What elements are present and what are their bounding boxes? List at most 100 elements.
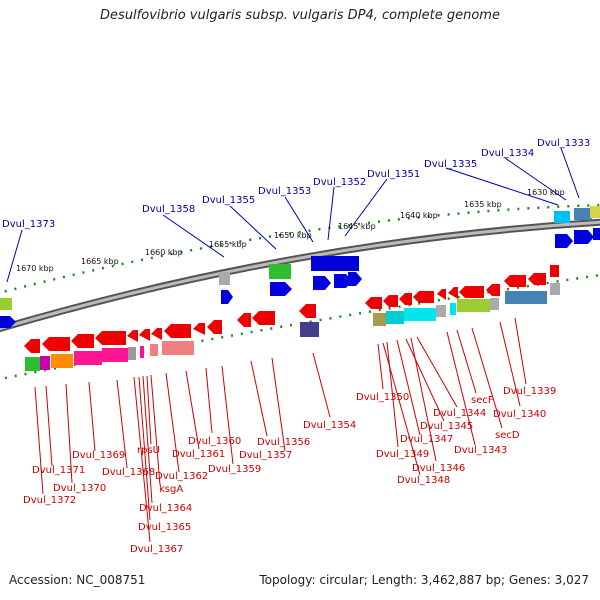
gene-label[interactable]: Dvul_1340 xyxy=(493,409,546,420)
gene-label[interactable]: Dvul_1352 xyxy=(313,177,366,188)
gene-label[interactable]: Dvul_1351 xyxy=(367,169,420,180)
gene-arrow xyxy=(127,330,138,342)
gene-block xyxy=(550,283,560,295)
gene-arrow xyxy=(504,275,526,287)
gene-arrow xyxy=(437,289,446,300)
gene-arrow xyxy=(164,324,191,338)
gene-block xyxy=(554,211,570,223)
gene-label[interactable]: Dvul_1345 xyxy=(420,421,473,432)
gene-arrow xyxy=(24,339,40,353)
gene-label[interactable]: rpsU xyxy=(137,445,160,456)
gene-block xyxy=(436,305,446,317)
gene-block xyxy=(593,228,600,240)
gene-block xyxy=(219,272,230,285)
gene-label[interactable]: Dvul_1368 xyxy=(102,467,155,478)
gene-arrow xyxy=(42,337,70,351)
gene-block xyxy=(128,347,136,360)
bottom-label-leaders xyxy=(34,317,527,543)
gene-label[interactable]: Dvul_1350 xyxy=(356,392,409,403)
gene-arrow xyxy=(365,297,382,309)
gene-label[interactable]: Dvul_1373 xyxy=(2,219,55,230)
gene-label[interactable]: Dvul_1361 xyxy=(172,449,225,460)
gene-label[interactable]: Dvul_1346 xyxy=(412,463,465,474)
gene-label[interactable]: Dvul_1362 xyxy=(155,471,208,482)
gene-arrow xyxy=(555,234,573,248)
accession-label: Accession: NC_008751 xyxy=(9,573,146,587)
gene-block xyxy=(373,313,386,326)
gene-arrow xyxy=(193,323,205,335)
gene-block xyxy=(150,344,158,356)
gene-arrow xyxy=(221,290,233,304)
top-label-leaders xyxy=(6,147,580,283)
gene-label[interactable]: Dvul_1344 xyxy=(433,408,486,419)
gene-arrow xyxy=(574,230,594,244)
gene-label[interactable]: Dvul_1356 xyxy=(257,437,310,448)
gene-arrow xyxy=(270,282,292,296)
gene-block xyxy=(40,356,50,370)
gene-label[interactable]: Dvul_1357 xyxy=(239,450,292,461)
gene-block xyxy=(51,354,73,368)
gene-label[interactable]: Dvul_1364 xyxy=(139,503,192,514)
gene-label[interactable]: Dvul_1333 xyxy=(537,138,590,149)
gene-label[interactable]: Dvul_1339 xyxy=(503,386,556,397)
gene-block xyxy=(404,308,436,321)
genome-backbone-highlight xyxy=(0,220,600,331)
gene-label[interactable]: Dvul_1354 xyxy=(303,420,356,431)
gene-arrow xyxy=(383,295,398,307)
bottom-gene-labels: Dvul_1350 Dvul_1349 Dvul_1347 Dvul_1345 … xyxy=(23,386,556,555)
gene-label[interactable]: Dvul_1348 xyxy=(397,475,450,486)
gene-label[interactable]: Dvul_1371 xyxy=(32,465,85,476)
gene-arrow xyxy=(0,316,16,328)
gene-block xyxy=(450,303,456,315)
gene-label[interactable]: Dvul_1335 xyxy=(424,159,477,170)
gene-label[interactable]: Dvul_1367 xyxy=(130,544,183,555)
gene-block xyxy=(574,208,592,220)
gene-block xyxy=(590,206,600,218)
gene-label[interactable]: Dvul_1370 xyxy=(53,483,106,494)
kbp-label: 1640 kbp xyxy=(400,211,438,220)
gene-label[interactable]: ksgA xyxy=(159,484,183,495)
gene-label[interactable]: Dvul_1353 xyxy=(258,186,311,197)
kbp-label: 1655 kbp xyxy=(209,240,247,249)
gene-block xyxy=(490,298,499,310)
gene-arrow xyxy=(252,311,275,325)
feature-blocks-right xyxy=(373,283,560,326)
gene-label[interactable]: Dvul_1349 xyxy=(376,449,429,460)
gene-arrow xyxy=(313,276,331,290)
gene-block xyxy=(300,322,319,337)
page-title: Desulfovibrio vulgaris subsp. vulgaris D… xyxy=(100,8,500,23)
gene-block xyxy=(269,264,291,279)
gene-label[interactable]: secD xyxy=(495,430,520,441)
gene-label[interactable]: Dvul_1360 xyxy=(188,436,241,447)
gene-label[interactable]: Dvul_1347 xyxy=(400,434,453,445)
gene-label[interactable]: secF xyxy=(471,395,494,406)
gene-arrow xyxy=(237,313,251,327)
gene-arrow xyxy=(459,286,484,298)
gene-label[interactable]: Dvul_1334 xyxy=(481,148,534,159)
gene-label[interactable]: Dvul_1359 xyxy=(208,464,261,475)
upper-scale-line xyxy=(0,203,600,295)
gene-arrow xyxy=(334,274,352,288)
gene-label[interactable]: Dvul_1369 xyxy=(72,450,125,461)
gene-arrow xyxy=(348,272,362,286)
kbp-label: 1670 kbp xyxy=(16,264,54,273)
gene-arrow xyxy=(95,331,126,345)
kbp-label: 1630 kbp xyxy=(527,188,565,197)
gene-arrow xyxy=(528,273,546,285)
gene-arrow xyxy=(486,284,500,296)
gene-label[interactable]: Dvul_1365 xyxy=(138,522,191,533)
gene-block xyxy=(311,256,359,271)
gene-label[interactable]: Dvul_1343 xyxy=(454,445,507,456)
gene-block xyxy=(25,357,40,371)
gene-label[interactable]: Dvul_1372 xyxy=(23,495,76,506)
reverse-genes-right xyxy=(365,265,559,309)
gene-label[interactable]: Dvul_1355 xyxy=(202,195,255,206)
gene-block xyxy=(140,346,144,358)
gene-block xyxy=(550,265,559,277)
gene-arrow xyxy=(448,287,458,299)
gene-arrow xyxy=(139,329,150,341)
forward-genes xyxy=(0,206,600,328)
gene-arrow xyxy=(207,320,222,334)
gene-label[interactable]: Dvul_1358 xyxy=(142,204,195,215)
